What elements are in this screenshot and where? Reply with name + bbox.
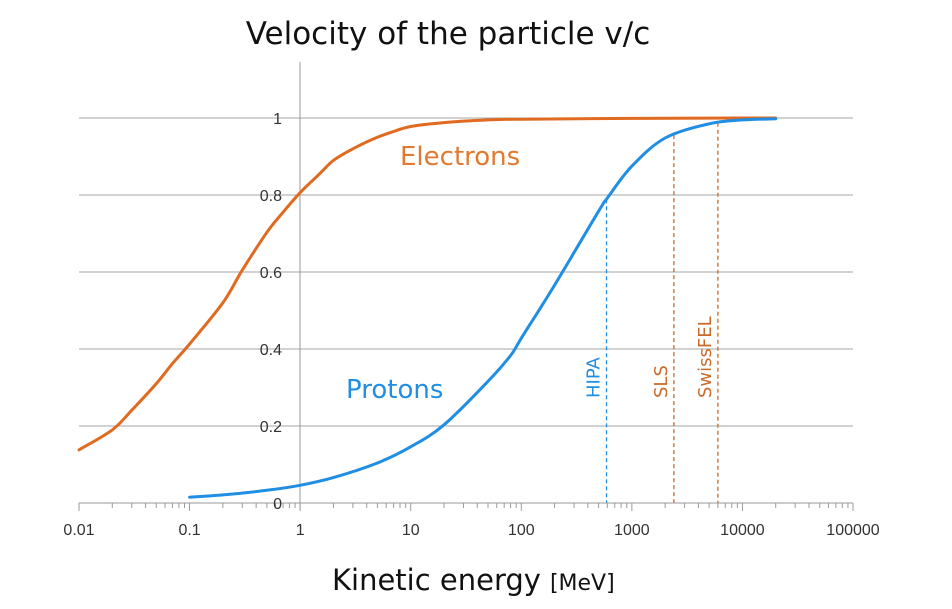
data-series [77,116,778,499]
marker-label-swissfel: SwissFEL [695,316,716,398]
gridlines [79,117,853,427]
y-tick-label: 0.4 [260,342,282,359]
x-tick-label: 0.1 [178,522,200,539]
x-tick-label: 1000 [614,522,650,539]
chart-title: Velocity of the particle v/c [246,16,651,52]
y-tick-label: 1 [273,111,282,128]
y-tick-label: 0.8 [260,188,282,205]
y-tick-label: 0.6 [260,265,282,282]
x-tick-label: 10 [402,522,420,539]
x-axis-label-unit: [MeV] [550,571,615,596]
x-tick-label: 100 [508,522,535,539]
x-axis-label-main: Kinetic energy [332,563,541,597]
tick-labels: 0.01 0.1 1 10 100 1000 10000 100000 0 0.2 0.4 0.6 0.… [63,111,879,539]
marker-label-sls: SLS [651,365,672,398]
series-line-protons [188,117,778,499]
y-tick-label: 0 [273,496,282,513]
x-tick-label: 100000 [826,522,879,539]
x-tick-label: 10000 [720,522,765,539]
axes [78,62,854,511]
x-axis-label: Kinetic energy [MeV] [332,563,615,597]
y-tick-label: 0.2 [260,419,282,436]
series-label-electrons: Electrons [400,142,520,172]
series-label-protons: Protons [346,375,443,405]
x-axis-label-text: Kinetic energy [MeV] [332,563,615,597]
series-line-electrons [77,116,778,452]
marker-lines: HIPA SLS SwissFEL [584,122,719,503]
x-tick-label: 0.01 [63,522,94,539]
x-tick-label: 1 [296,522,305,539]
marker-label-hipa: HIPA [584,356,605,398]
